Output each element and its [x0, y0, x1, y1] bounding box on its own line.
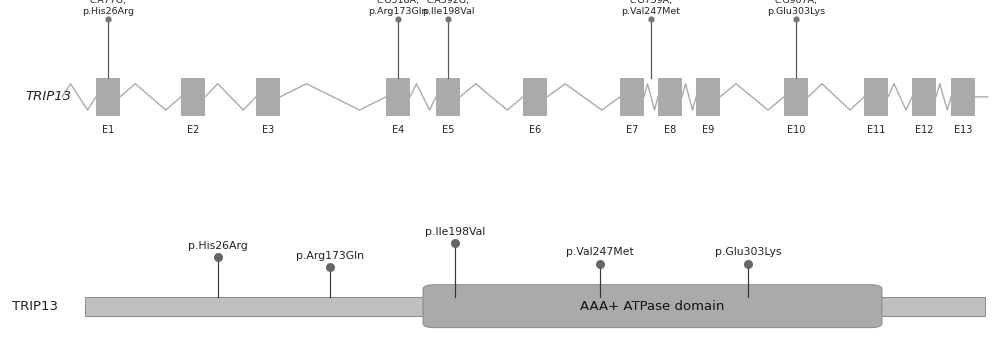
Bar — [85, 297, 985, 316]
Text: E3: E3 — [262, 125, 274, 135]
Bar — [256, 78, 280, 116]
Bar — [436, 78, 460, 116]
Text: E5: E5 — [442, 125, 454, 135]
Text: E1: E1 — [102, 125, 114, 135]
Text: c.G739A,
p.Val247Met: c.G739A, p.Val247Met — [622, 0, 680, 16]
Text: E10: E10 — [787, 125, 805, 135]
Text: E7: E7 — [626, 125, 638, 135]
Bar — [658, 78, 682, 116]
Text: E4: E4 — [392, 125, 404, 135]
FancyBboxPatch shape — [423, 285, 882, 328]
Text: TRIP13: TRIP13 — [12, 300, 58, 313]
Text: c.G907A,
p.Glu303Lys: c.G907A, p.Glu303Lys — [767, 0, 825, 16]
Text: c.A77G,
p.His26Arg: c.A77G, p.His26Arg — [82, 0, 134, 16]
Text: p.Val247Met: p.Val247Met — [566, 247, 634, 257]
Text: E8: E8 — [664, 125, 676, 135]
Bar — [386, 78, 410, 116]
Text: TRIP13: TRIP13 — [25, 90, 71, 103]
Text: p.Glu303Lys: p.Glu303Lys — [715, 247, 781, 257]
Bar — [951, 78, 975, 116]
Text: p.Arg173Gln: p.Arg173Gln — [296, 251, 364, 261]
Text: p.Ile198Val: p.Ile198Val — [425, 227, 485, 237]
Text: AAA+ ATPase domain: AAA+ ATPase domain — [580, 300, 725, 313]
Text: p.His26Arg: p.His26Arg — [188, 240, 248, 251]
Bar — [784, 78, 808, 116]
Bar — [181, 78, 205, 116]
Bar — [912, 78, 936, 116]
Text: E2: E2 — [187, 125, 199, 135]
Text: c.G518A,
p.Arg173Gln: c.G518A, p.Arg173Gln — [368, 0, 428, 16]
Text: E6: E6 — [529, 125, 541, 135]
Text: E13: E13 — [954, 125, 972, 135]
Text: E12: E12 — [915, 125, 933, 135]
Bar — [96, 78, 120, 116]
Bar — [864, 78, 888, 116]
Text: c.A592G,
p.Ile198Val: c.A592G, p.Ile198Val — [422, 0, 474, 16]
Text: E11: E11 — [867, 125, 885, 135]
Bar — [620, 78, 644, 116]
Bar — [523, 78, 547, 116]
Text: E9: E9 — [702, 125, 714, 135]
Bar — [696, 78, 720, 116]
